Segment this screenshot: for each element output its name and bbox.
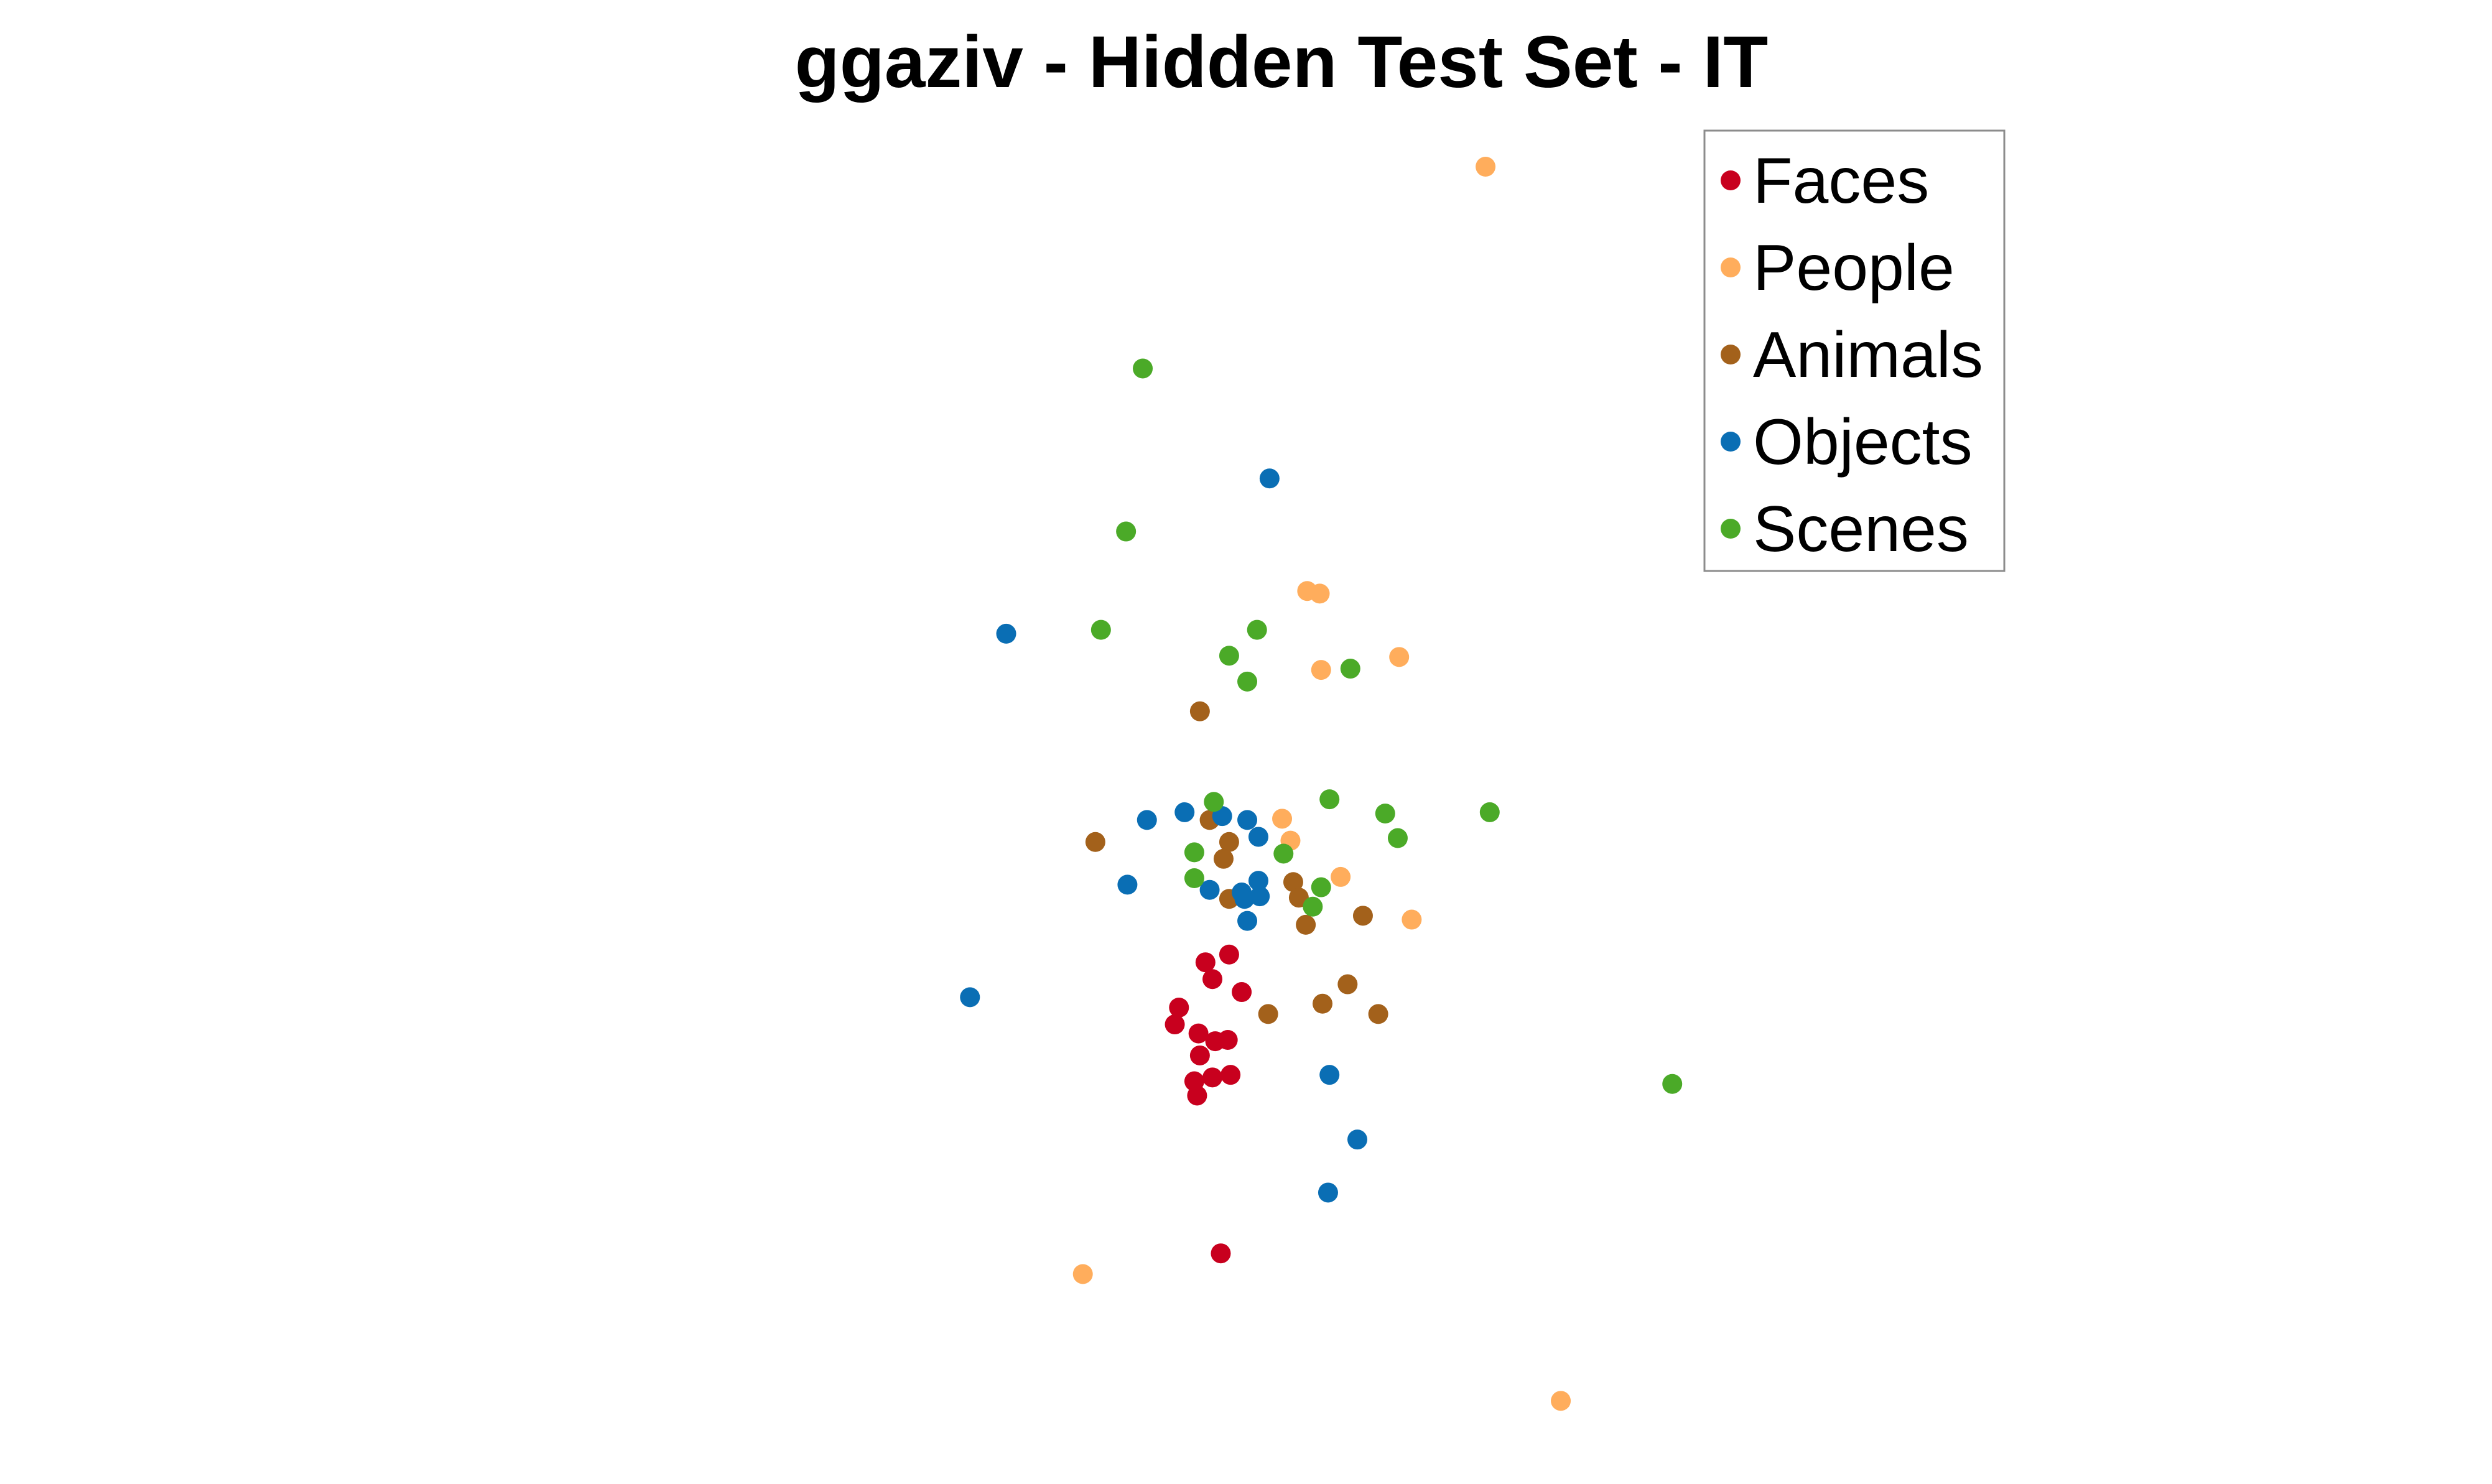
point-scenes-5 [1237,671,1258,692]
point-animals-4 [1085,832,1105,852]
point-objects-15 [1319,1065,1340,1085]
point-faces-4 [1169,998,1189,1018]
point-objects-17 [1318,1182,1338,1203]
point-people-0 [1476,157,1496,177]
series-objects [960,468,1367,1203]
legend-marker-scenes [1721,519,1741,539]
point-faces-3 [1232,982,1252,1003]
point-objects-16 [1347,1129,1367,1150]
point-scenes-4 [1219,646,1239,666]
legend-marker-animals [1721,345,1741,364]
point-objects-12 [1234,889,1255,909]
legend-label-faces: Faces [1753,145,1929,217]
legend-items: Faces People Animals Objects Scenes [1721,145,1983,565]
point-faces-14 [1211,1243,1231,1264]
point-people-8 [1402,909,1422,930]
data-points [960,157,1683,1411]
legend-label-scenes: Scenes [1753,493,1969,565]
point-animals-9 [1296,914,1316,935]
point-scenes-2 [1090,619,1111,640]
point-objects-5 [1137,810,1157,830]
point-objects-14 [960,987,980,1008]
point-scenes-16 [1303,896,1323,917]
point-people-4 [1311,660,1331,680]
point-scenes-12 [1184,842,1204,863]
point-faces-8 [1217,1030,1238,1050]
point-objects-13 [1237,911,1258,931]
point-faces-1 [1219,944,1239,965]
point-objects-11 [1250,886,1270,907]
point-scenes-3 [1247,619,1267,640]
legend-label-animals: Animals [1753,319,1983,391]
point-objects-0 [1259,468,1280,489]
point-scenes-11 [1387,828,1408,848]
point-people-10 [1551,1391,1571,1411]
point-animals-3 [1213,848,1234,869]
point-faces-9 [1189,1045,1210,1065]
series-animals [1085,701,1388,1024]
point-scenes-9 [1375,804,1395,823]
point-people-9 [1072,1264,1093,1284]
point-scenes-13 [1273,843,1294,864]
point-scenes-1 [1116,521,1137,542]
point-people-7 [1331,866,1351,887]
legend: Faces People Animals Objects Scenes [1703,129,2006,572]
point-scenes-17 [1662,1074,1683,1094]
point-faces-2 [1202,969,1223,990]
point-animals-12 [1258,1004,1278,1024]
point-animals-2 [1219,832,1239,852]
point-people-3 [1389,647,1410,667]
legend-marker-faces [1721,170,1741,190]
point-animals-10 [1337,974,1358,995]
point-faces-12 [1220,1065,1241,1085]
point-objects-9 [1248,871,1268,891]
point-people-2 [1309,583,1330,604]
point-scenes-8 [1319,789,1340,810]
point-scenes-6 [1340,659,1360,679]
legend-label-objects: Objects [1753,406,1973,478]
point-objects-8 [1199,879,1220,900]
series-faces [1165,944,1252,1264]
point-scenes-0 [1133,358,1153,379]
point-animals-8 [1352,906,1373,926]
point-animals-11 [1313,993,1332,1014]
point-animals-5 [1283,872,1303,893]
series-scenes [1090,358,1683,1094]
chart-title: ggaziv - Hidden Test Set - IT [795,21,1769,103]
point-faces-13 [1187,1085,1207,1106]
point-objects-2 [1174,802,1195,822]
point-animals-0 [1189,701,1210,721]
point-objects-6 [1248,827,1268,847]
legend-marker-objects [1721,432,1741,452]
point-scenes-10 [1479,802,1500,822]
series-people [1072,157,1571,1411]
legend-marker-people [1721,257,1741,277]
point-faces-11 [1202,1067,1223,1088]
legend-box [1703,129,2006,572]
point-faces-0 [1195,952,1216,973]
point-scenes-14 [1184,868,1204,888]
point-faces-6 [1188,1023,1209,1044]
point-scenes-15 [1311,877,1331,897]
legend-label-people: People [1753,232,1955,304]
point-objects-1 [996,623,1016,644]
point-objects-7 [1117,874,1138,895]
point-people-5 [1272,809,1293,829]
point-objects-4 [1237,810,1258,830]
point-faces-5 [1165,1014,1185,1035]
point-scenes-7 [1204,792,1224,812]
point-animals-13 [1368,1004,1388,1024]
